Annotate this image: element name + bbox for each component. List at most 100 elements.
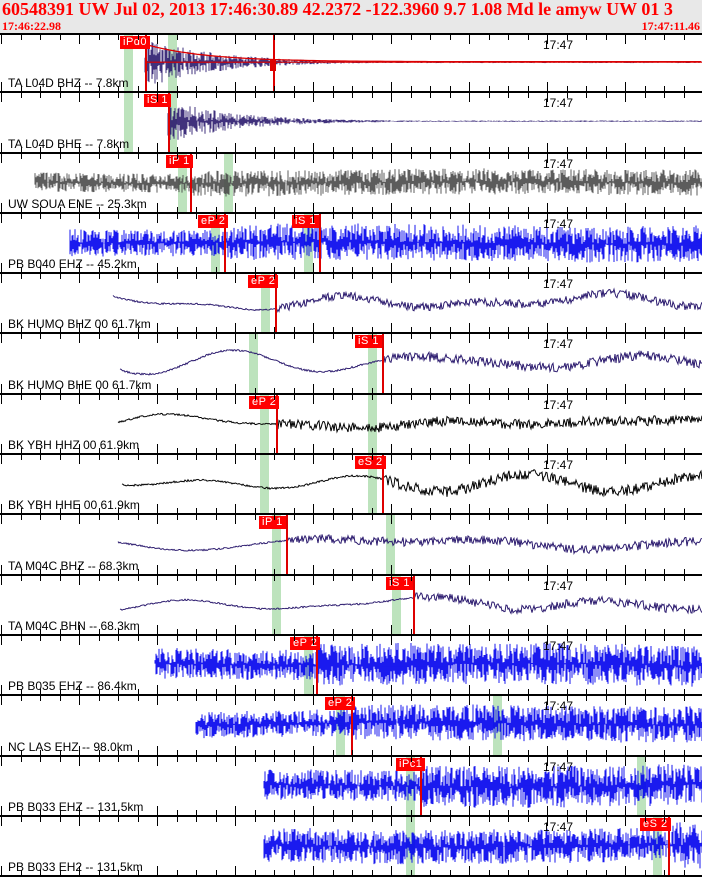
axis-tick-minor xyxy=(566,696,568,702)
axis-tick-major xyxy=(79,816,80,826)
axis-tick-major xyxy=(235,323,236,333)
axis-tick-major xyxy=(157,635,158,645)
axis-tick-minor xyxy=(215,153,217,159)
axis-tick-minor xyxy=(508,213,509,219)
waveform-trace xyxy=(0,757,702,815)
trace-panel[interactable]: iS 1 17:47 TA M04C BHN -- 68.3km xyxy=(0,575,702,636)
axis-tick-minor xyxy=(566,206,568,212)
phase-pick-label[interactable]: eS 2 xyxy=(355,456,386,470)
trace-panel[interactable]: iPc1 17:47 PB B033 EHZ -- 131.5km xyxy=(0,756,702,817)
phase-pick-label[interactable]: iP 1 xyxy=(166,154,193,168)
axis-tick-major xyxy=(79,153,80,163)
axis-tick-minor xyxy=(20,696,22,702)
axis-tick-minor xyxy=(371,628,373,634)
axis-tick-minor xyxy=(332,515,334,521)
trace-panel[interactable]: eP 2 17:47 BK YBH HHZ 00 61.9km xyxy=(0,394,702,456)
axis-tick-minor xyxy=(488,153,490,159)
phase-pick-line[interactable] xyxy=(316,635,318,695)
axis-tick-minor xyxy=(371,394,373,400)
axis-tick-minor xyxy=(293,86,295,92)
axis-tick-minor xyxy=(176,274,178,280)
phase-pick-label[interactable]: eP 2 xyxy=(249,395,280,409)
trace-panel[interactable]: eS 2 17:47 BK YBH HHE 00 61.9km xyxy=(0,455,702,516)
phase-pick-line[interactable] xyxy=(168,93,170,152)
phase-pick-line[interactable] xyxy=(351,696,353,755)
axis-tick-major xyxy=(391,153,392,163)
phase-pick-line[interactable] xyxy=(668,816,670,876)
phase-pick-label[interactable]: eP 2 xyxy=(290,636,321,650)
axis-tick-major xyxy=(391,515,392,525)
trace-panel[interactable]: eP 2 17:47 BK HUMO BHZ 00 61.7km xyxy=(0,274,702,335)
axis-tick-minor xyxy=(40,387,41,393)
station-channel-label: NC LAS EHZ -- 98.0km xyxy=(8,739,133,754)
axis-tick-minor xyxy=(605,146,607,152)
axis-tick-major xyxy=(235,756,236,766)
axis-tick-minor xyxy=(98,213,100,219)
axis-tick-minor xyxy=(683,153,685,159)
phase-pick-line[interactable] xyxy=(275,274,277,333)
phase-pick-line[interactable] xyxy=(319,213,321,273)
axis-tick-minor xyxy=(137,387,139,393)
phase-pick-line[interactable] xyxy=(382,334,384,393)
phase-pick-label[interactable]: iS 1 xyxy=(292,214,319,228)
phase-pick-line[interactable] xyxy=(382,455,384,514)
axis-tick-major xyxy=(469,323,470,333)
axis-tick-major xyxy=(1,624,2,634)
axis-tick-minor xyxy=(430,749,431,755)
axis-tick-minor xyxy=(332,696,334,702)
axis-tick-minor xyxy=(644,35,646,40)
axis-tick-minor xyxy=(449,508,451,514)
phase-pick-label[interactable]: iPd0 xyxy=(120,36,151,49)
phase-pick-label[interactable]: iPc1 xyxy=(396,757,426,771)
axis-tick-minor xyxy=(293,515,295,521)
axis-tick-minor xyxy=(215,816,217,822)
trace-panel[interactable]: iS 1 17:47 BK HUMO BHE 00 61.7km xyxy=(0,334,702,395)
trace-panel[interactable]: eP 2 17:47 PB B035 EHZ -- 86.4km xyxy=(0,635,702,697)
axis-tick-minor xyxy=(644,749,646,755)
axis-tick-minor xyxy=(40,749,41,755)
time-axis-top xyxy=(0,153,702,163)
axis-tick-minor xyxy=(254,387,256,393)
trace-panel[interactable]: eS 2 17:47 PB B033 EH2 -- 131.5km xyxy=(0,816,702,878)
axis-tick-minor xyxy=(410,696,412,702)
axis-tick-minor xyxy=(215,206,217,212)
phase-pick-line[interactable] xyxy=(145,35,147,92)
trace-panel[interactable]: eP 2 17:47 NC LAS EHZ -- 98.0km xyxy=(0,696,702,757)
axis-tick-minor xyxy=(664,213,665,219)
phase-pick-line[interactable] xyxy=(413,575,415,634)
phase-pick-label[interactable]: eP 2 xyxy=(198,214,229,228)
trace-panel[interactable]: iPd0 17:47 TA L04D BHZ -- 7.8km xyxy=(0,33,702,94)
phase-pick-line[interactable] xyxy=(420,756,422,815)
axis-tick-minor xyxy=(40,146,41,152)
axis-tick-minor xyxy=(59,206,61,212)
axis-tick-minor xyxy=(605,628,607,634)
axis-tick-major xyxy=(1,685,2,695)
axis-tick-minor xyxy=(137,508,139,514)
axis-tick-minor xyxy=(683,448,685,454)
phase-pick-line[interactable] xyxy=(286,515,288,574)
axis-tick-minor xyxy=(566,394,568,400)
phase-pick-label[interactable]: iS 1 xyxy=(355,335,382,349)
trace-panel[interactable]: iP 1 17:47 UW SOUA ENE -- 25.3km xyxy=(0,153,702,214)
phase-pick-line[interactable] xyxy=(276,394,278,454)
phase-pick-label[interactable]: eP 2 xyxy=(248,275,279,289)
axis-tick-minor xyxy=(683,455,685,461)
axis-tick-major xyxy=(625,575,626,585)
phase-pick-label[interactable]: eS 2 xyxy=(640,817,671,831)
trace-panel[interactable]: iP 1 TA M04C BHZ -- 68.3km xyxy=(0,515,702,576)
axis-tick-minor xyxy=(20,508,22,514)
axis-tick-minor xyxy=(683,267,685,273)
axis-tick-major xyxy=(157,866,158,876)
axis-tick-minor xyxy=(430,635,431,641)
axis-tick-minor xyxy=(352,689,353,695)
axis-tick-minor xyxy=(59,93,61,99)
axis-tick-major xyxy=(547,153,548,163)
axis-tick-minor xyxy=(293,508,295,514)
phase-pick-label[interactable]: iS 1 xyxy=(386,576,413,590)
trace-panel[interactable]: eP 2 iS 1 17:47 PB B040 EHZ -- 45.2km xyxy=(0,213,702,275)
trace-panel[interactable]: iS 1 17:47 TA L04D BHE -- 7.8km xyxy=(0,93,702,154)
phase-pick-line[interactable] xyxy=(190,153,192,212)
phase-pick-label[interactable]: iP 1 xyxy=(259,516,286,530)
phase-pick-line[interactable] xyxy=(224,213,226,273)
axis-tick-minor xyxy=(59,515,61,521)
